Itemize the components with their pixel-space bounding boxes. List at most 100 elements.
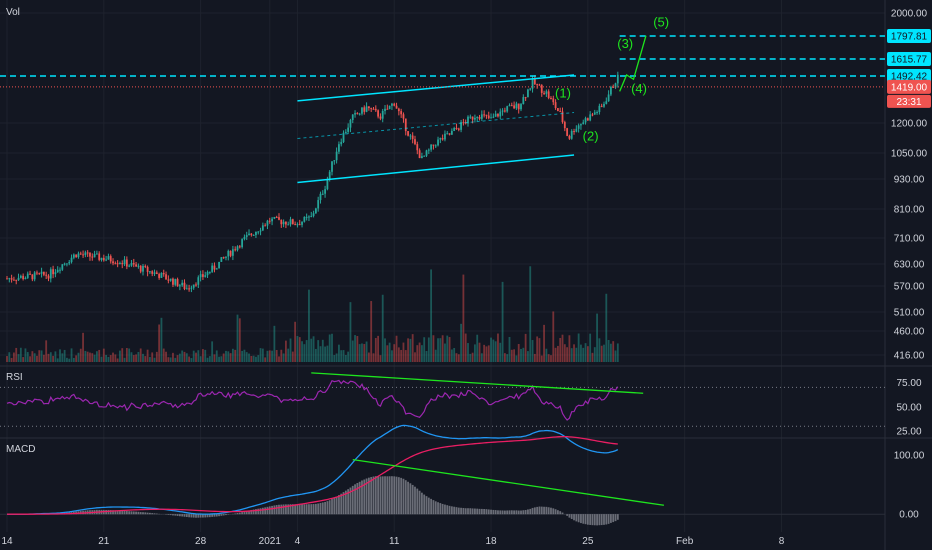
candle-body bbox=[250, 233, 253, 236]
volume-bar bbox=[218, 356, 220, 362]
candle-body bbox=[112, 261, 114, 264]
candle-body bbox=[280, 219, 283, 225]
candle-body bbox=[474, 117, 476, 120]
volume-bar bbox=[296, 336, 299, 362]
macd-histogram-bar bbox=[266, 506, 269, 515]
volume-bar bbox=[310, 338, 313, 362]
macd-histogram-bar bbox=[151, 513, 154, 515]
macd-histogram-bar bbox=[520, 510, 522, 515]
volume-bar bbox=[533, 353, 536, 362]
volume-bar bbox=[326, 345, 329, 362]
candle-body bbox=[114, 263, 117, 265]
candle-body bbox=[326, 179, 329, 190]
volume-bar bbox=[434, 349, 437, 362]
volume-bar bbox=[550, 355, 552, 362]
volume-bar bbox=[109, 355, 112, 362]
volume-bar bbox=[570, 348, 573, 362]
candle-body bbox=[550, 97, 552, 99]
macd-histogram-bar bbox=[333, 497, 336, 515]
candle-body bbox=[439, 138, 442, 140]
candle-body bbox=[423, 155, 426, 157]
macd-histogram-bar bbox=[167, 514, 170, 515]
volume-bar bbox=[577, 333, 580, 362]
candle-body bbox=[499, 111, 502, 117]
candle-body bbox=[208, 271, 211, 273]
macd-histogram-bar bbox=[144, 512, 147, 515]
volume-bar bbox=[142, 353, 144, 362]
candle-body bbox=[190, 287, 193, 289]
volume-bar bbox=[418, 342, 421, 362]
volume-bar bbox=[524, 333, 527, 362]
volume-bar bbox=[492, 339, 495, 362]
macd-histogram-bar bbox=[570, 514, 573, 519]
macd-histogram-bar bbox=[342, 492, 345, 515]
volume-bar bbox=[77, 352, 80, 362]
volume-bar bbox=[358, 344, 361, 362]
macd-histogram-bar bbox=[142, 512, 144, 515]
candle-body bbox=[31, 274, 34, 280]
volume-bar bbox=[444, 343, 446, 362]
volume-bar bbox=[176, 355, 179, 362]
candle-body bbox=[213, 265, 216, 270]
candle-body bbox=[158, 274, 161, 278]
macd-histogram-bar bbox=[261, 507, 264, 515]
macd-histogram-bar bbox=[206, 514, 209, 518]
macd-histogram-bar bbox=[430, 498, 433, 515]
macd-histogram-bar bbox=[149, 512, 151, 515]
candle-body bbox=[86, 252, 89, 254]
candle-body bbox=[231, 249, 234, 256]
volume-bar bbox=[298, 337, 301, 362]
volume-bar bbox=[93, 354, 96, 362]
macd-histogram-bar bbox=[225, 514, 227, 516]
macd-histogram-bar bbox=[497, 510, 499, 515]
macd-histogram-bar bbox=[386, 476, 389, 515]
volume-bar bbox=[506, 354, 509, 362]
macd-histogram-bar bbox=[192, 514, 195, 518]
macd-histogram-bar bbox=[559, 511, 562, 515]
level-tag-label: 1615.77 bbox=[891, 54, 928, 65]
candle-body bbox=[441, 138, 444, 140]
candle-body bbox=[275, 216, 278, 218]
macd-histogram-bar bbox=[421, 492, 423, 515]
candle-body bbox=[462, 122, 465, 124]
candle-body bbox=[82, 254, 84, 256]
macd-histogram-bar bbox=[199, 514, 202, 518]
macd-histogram-bar bbox=[531, 507, 534, 515]
volume-bar bbox=[603, 344, 605, 362]
volume-bar bbox=[285, 340, 287, 362]
macd-histogram-bar bbox=[533, 507, 536, 515]
wave-label: (1) bbox=[555, 86, 571, 101]
macd-histogram-bar bbox=[195, 514, 197, 518]
candle-body bbox=[612, 86, 615, 88]
volume-bar bbox=[47, 353, 50, 362]
macd-histogram-bar bbox=[347, 489, 350, 515]
volume-bar bbox=[185, 353, 188, 362]
time-tick-label: 18 bbox=[485, 536, 497, 547]
volume-bar bbox=[427, 337, 430, 362]
volume-bar bbox=[26, 352, 29, 362]
time-tick-label: 25 bbox=[582, 536, 594, 547]
volume-bar bbox=[347, 351, 350, 362]
candle-body bbox=[480, 114, 483, 119]
macd-histogram-bar bbox=[285, 504, 287, 515]
volume-bar bbox=[63, 349, 66, 362]
macd-histogram-bar bbox=[379, 476, 382, 515]
candle-body bbox=[614, 83, 617, 88]
volume-bar bbox=[149, 357, 151, 362]
macd-tick-label: 0.00 bbox=[899, 510, 919, 521]
candle-body bbox=[342, 132, 345, 142]
volume-bar bbox=[135, 354, 137, 362]
candle-body bbox=[188, 288, 190, 290]
time-tick-label: 8 bbox=[779, 536, 785, 547]
volume-bar bbox=[75, 355, 78, 362]
macd-histogram-bar bbox=[257, 508, 260, 515]
volume-bar bbox=[289, 338, 292, 362]
volume-bar bbox=[303, 344, 306, 362]
candle-body bbox=[142, 265, 144, 272]
candle-body bbox=[17, 277, 20, 281]
macd-histogram-bar bbox=[524, 509, 527, 515]
volume-bar bbox=[116, 358, 119, 362]
candle-body bbox=[130, 263, 133, 266]
volume-bar bbox=[573, 344, 575, 362]
